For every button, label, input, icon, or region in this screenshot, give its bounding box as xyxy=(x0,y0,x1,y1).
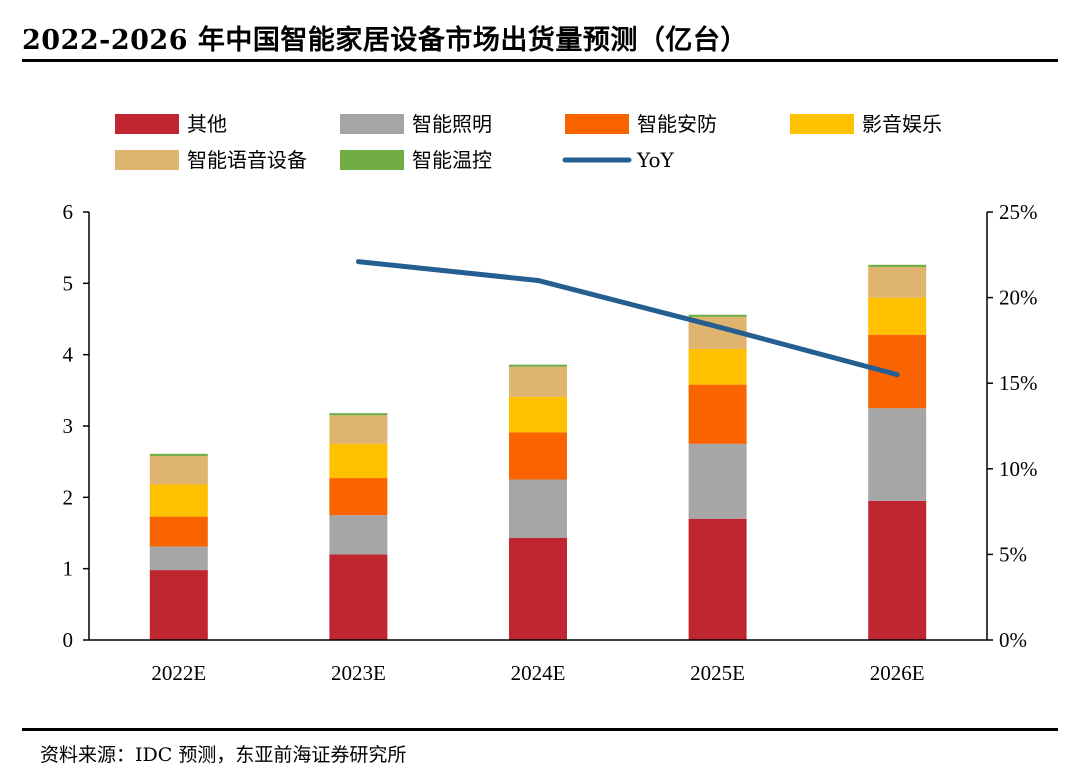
y2-tick-label-10%: 10% xyxy=(999,457,1038,481)
y2-tick-label-25%: 25% xyxy=(999,200,1038,224)
bar-2026E-2 xyxy=(868,408,927,501)
y2-tick-label-20%: 20% xyxy=(999,286,1038,310)
bar-2023E-4 xyxy=(329,443,388,479)
bar-2026E-6 xyxy=(868,264,927,267)
y-tick-label-1: 1 xyxy=(63,557,74,581)
bar-2026E-5 xyxy=(868,266,927,298)
legend-6-swatch xyxy=(340,150,404,170)
bar-2025E-1 xyxy=(688,518,747,640)
legend-5-swatch xyxy=(115,150,179,170)
y-tick-label-3: 3 xyxy=(63,414,74,438)
legend-1-label: 其他 xyxy=(187,112,227,136)
yoy-point-2025E xyxy=(716,325,720,329)
y-tick-label-5: 5 xyxy=(63,271,74,295)
yoy-point-2024E xyxy=(536,278,540,282)
legend-2-swatch xyxy=(340,114,404,134)
bar-2026E-4 xyxy=(868,297,927,335)
bar-2024E-2 xyxy=(509,479,567,538)
bar-2024E-5 xyxy=(509,366,567,397)
yoy-point-2023E xyxy=(356,260,360,264)
y-tick-label-4: 4 xyxy=(63,343,74,367)
bar-2025E-6 xyxy=(688,314,747,317)
bar-2022E-2 xyxy=(149,546,208,571)
source-rule xyxy=(22,728,1058,731)
legend-6-label: 智能温控 xyxy=(412,148,492,172)
x-tick-label-2023E: 2023E xyxy=(331,661,386,685)
bar-2022E-5 xyxy=(149,455,208,485)
yoy-line-layer xyxy=(355,259,900,378)
bar-2022E-3 xyxy=(149,516,208,547)
bar-2023E-6 xyxy=(329,413,388,416)
legend-yoy-label: YoY xyxy=(636,148,675,172)
yoy-point-2026E xyxy=(895,373,899,377)
title-rule xyxy=(22,59,1058,62)
bar-2025E-3 xyxy=(688,384,747,444)
legend-3-label: 智能安防 xyxy=(637,112,717,136)
bar-2023E-2 xyxy=(329,515,388,555)
y2-tick-label-0%: 0% xyxy=(999,628,1027,652)
bars xyxy=(149,264,927,640)
bar-2023E-5 xyxy=(329,415,388,444)
bar-2022E-6 xyxy=(149,453,208,456)
y2-tick-label-15%: 15% xyxy=(999,371,1038,395)
x-tick-label-2022E: 2022E xyxy=(151,661,206,685)
yoy-line xyxy=(355,259,900,378)
y-tick-label-6: 6 xyxy=(63,200,74,224)
bar-2026E-1 xyxy=(868,500,927,640)
chart-title: 2022-2026 年中国智能家居设备市场出货量预测（亿台） xyxy=(22,25,748,56)
bar-2024E-4 xyxy=(509,396,567,433)
x-tick-label-2024E: 2024E xyxy=(511,661,566,685)
bar-2023E-1 xyxy=(329,554,388,640)
bar-2025E-4 xyxy=(688,348,747,385)
bar-2022E-1 xyxy=(149,570,208,640)
legend-2-label: 智能照明 xyxy=(412,112,492,136)
x-tick-label-2026E: 2026E xyxy=(870,661,925,685)
bar-2023E-3 xyxy=(329,478,388,516)
bar-2024E-6 xyxy=(509,364,567,367)
y2-tick-label-5%: 5% xyxy=(999,542,1027,566)
legend-1-swatch xyxy=(115,114,179,134)
legend-5-label: 智能语音设备 xyxy=(187,148,307,172)
source-note: 资料来源：IDC 预测，东亚前海证券研究所 xyxy=(40,744,407,766)
legend-4-label: 影音娱乐 xyxy=(862,112,942,136)
bar-2024E-1 xyxy=(509,537,567,640)
axes: 0 1 2 3 4 5 6 0% 5% 10% 15% 20% 25% 2022E 2023E 2024E 20… xyxy=(63,200,1038,685)
legend-3-swatch xyxy=(565,114,629,134)
bar-2025E-2 xyxy=(688,443,747,519)
y-tick-label-2: 2 xyxy=(63,485,74,509)
legend-4-swatch xyxy=(790,114,854,134)
x-tick-label-2025E: 2025E xyxy=(690,661,745,685)
bar-2022E-4 xyxy=(149,484,208,517)
y-tick-label-0: 0 xyxy=(63,628,74,652)
bar-2024E-3 xyxy=(509,432,567,480)
